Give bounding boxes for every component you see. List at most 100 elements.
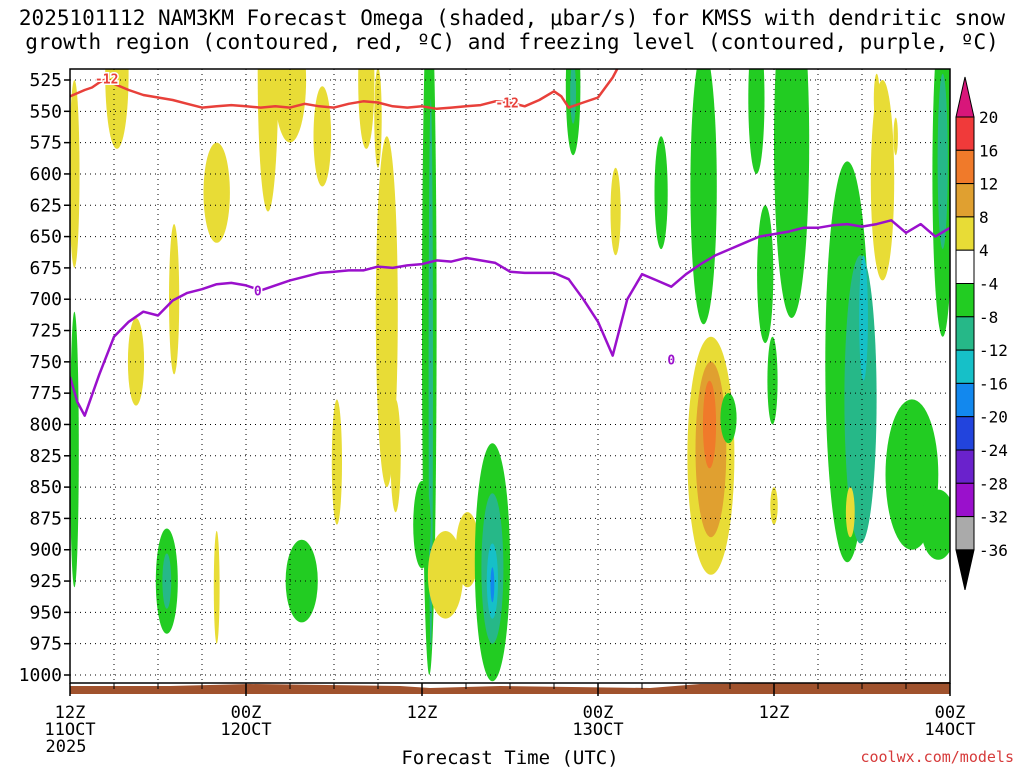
y-tick-label: 825 bbox=[29, 446, 62, 467]
colorbar-segment bbox=[955, 482, 975, 518]
colorbar-segment bbox=[955, 183, 975, 218]
x-tick-label: 14OCT bbox=[924, 720, 975, 740]
dgz-contour-line bbox=[70, 69, 619, 111]
colorbar-segment bbox=[955, 349, 975, 384]
y-tick-label: 950 bbox=[29, 602, 62, 623]
colorbar-label: 16 bbox=[979, 141, 998, 160]
colorbar-top-arrow bbox=[955, 76, 975, 118]
y-tick-label: 575 bbox=[29, 133, 62, 154]
y-tick-label: 625 bbox=[29, 195, 62, 216]
omega-shade-cell bbox=[331, 399, 342, 525]
colorbar-segment bbox=[955, 283, 975, 318]
omega-shade-cell bbox=[859, 255, 868, 381]
chart-title-line2: growth region (contoured, red, ºC) and f… bbox=[25, 30, 999, 54]
contour-labels: -12 -12 0 0 bbox=[93, 71, 676, 370]
y-tick-label: 725 bbox=[29, 321, 62, 342]
x-tick-label: 00Z bbox=[583, 703, 614, 723]
colorbar-label: -20 bbox=[979, 408, 1008, 427]
contour-label: 0 bbox=[254, 284, 262, 299]
omega-shade-cell bbox=[757, 205, 774, 344]
colorbar-label: -36 bbox=[979, 541, 1008, 560]
omega-shade-cell bbox=[748, 69, 765, 174]
y-tick-label: 925 bbox=[29, 571, 62, 592]
colorbar-label: -32 bbox=[979, 508, 1008, 527]
colorbar-label: -28 bbox=[979, 474, 1008, 493]
omega-shade-cell bbox=[490, 567, 495, 603]
colorbar-bottom-arrow bbox=[955, 549, 975, 591]
y-tick-label: 875 bbox=[29, 508, 62, 529]
omega-shade-cell bbox=[70, 311, 79, 588]
omega-shade-cell bbox=[654, 136, 668, 250]
omega-shade-cell bbox=[375, 136, 398, 488]
omega-shade-cell bbox=[213, 530, 220, 644]
colorbar-segment bbox=[955, 416, 975, 451]
y-tick-label: 975 bbox=[29, 634, 62, 655]
colorbar-label: 8 bbox=[979, 208, 989, 227]
x-tick-label: 12Z bbox=[407, 703, 438, 723]
credit-link[interactable]: coolwx.com/models bbox=[860, 748, 1014, 766]
omega-shade-cell bbox=[105, 69, 129, 149]
grid-lines bbox=[70, 69, 950, 683]
y-tick-label: 775 bbox=[29, 383, 62, 404]
y-tick-label: 700 bbox=[29, 289, 62, 310]
y-tick-label: 600 bbox=[29, 164, 62, 185]
omega-shade-cell bbox=[570, 69, 576, 124]
colorbar-label: -24 bbox=[979, 441, 1008, 460]
y-axis: 525 550 575 600 625 650 675 700 725 750 775 800 825 8… bbox=[19, 70, 70, 686]
contour-lines bbox=[70, 69, 950, 417]
contour-label: -12 bbox=[95, 73, 118, 88]
colorbar-label: 12 bbox=[979, 175, 998, 194]
omega-shade-cell bbox=[845, 487, 855, 538]
colorbar-label: -16 bbox=[979, 374, 1008, 393]
omega-shade-cell bbox=[937, 73, 948, 250]
x-axis-label: Forecast Time (UTC) bbox=[401, 747, 618, 768]
y-tick-label: 900 bbox=[29, 540, 62, 561]
colorbar-label: -4 bbox=[979, 275, 998, 294]
omega-shade-cell bbox=[920, 489, 950, 560]
colorbar-segment bbox=[955, 382, 975, 418]
omega-shading bbox=[70, 69, 950, 682]
omega-shade-cell bbox=[610, 167, 621, 256]
omega-shade-cell bbox=[774, 69, 810, 318]
omega-shade-cell bbox=[427, 531, 464, 619]
colorbar-segment bbox=[955, 316, 975, 351]
omega-shade-cell bbox=[203, 142, 230, 243]
omega-shade-cell bbox=[70, 80, 80, 268]
colorbar-label: -8 bbox=[979, 308, 998, 327]
colorbar-segment bbox=[955, 516, 975, 551]
omega-shade-cell bbox=[358, 69, 375, 149]
x-tick-label: 2025 bbox=[46, 737, 87, 757]
omega-shade-cell bbox=[870, 80, 895, 281]
omega-shade-cell bbox=[313, 86, 332, 187]
x-tick-label: 12Z bbox=[55, 703, 86, 723]
omega-shade-cell bbox=[767, 336, 778, 425]
omega-shade-cell bbox=[455, 512, 480, 588]
omega-shade-cell bbox=[690, 69, 717, 325]
colorbar-segment bbox=[955, 116, 975, 151]
colorbar-segment bbox=[955, 216, 975, 251]
colorbar: 20 16 12 8 4 -4 -8 -12 -16 -20 -24 -28 -32 -36 bbox=[955, 76, 1008, 591]
chart-title-line1: 2025101112 NAM3KM Forecast Omega (shaded… bbox=[18, 6, 1006, 30]
colorbar-segment bbox=[955, 449, 975, 484]
omega-shade-cell bbox=[374, 69, 382, 168]
x-tick-label: 13OCT bbox=[572, 720, 623, 740]
omega-shade-cell bbox=[162, 553, 172, 609]
y-tick-label: 850 bbox=[29, 477, 62, 498]
colorbar-label: -12 bbox=[979, 341, 1008, 360]
omega-shade-cell bbox=[257, 69, 279, 212]
contour-label: 0 bbox=[667, 353, 675, 368]
colorbar-segment bbox=[955, 249, 975, 284]
x-tick-label: 00Z bbox=[935, 703, 966, 723]
y-tick-label: 750 bbox=[29, 352, 62, 373]
contour-label: -12 bbox=[495, 97, 518, 112]
colorbar-segment bbox=[955, 149, 975, 185]
omega-shade-cell bbox=[844, 255, 877, 544]
x-tick-label: 12OCT bbox=[220, 720, 271, 740]
y-tick-label: 550 bbox=[29, 101, 62, 122]
omega-shade-cell bbox=[893, 117, 898, 156]
x-tick-label: 11OCT bbox=[44, 720, 95, 740]
plot-frame bbox=[69, 68, 951, 684]
omega-shade-cell bbox=[720, 393, 737, 444]
colorbar-label: 20 bbox=[979, 108, 998, 127]
